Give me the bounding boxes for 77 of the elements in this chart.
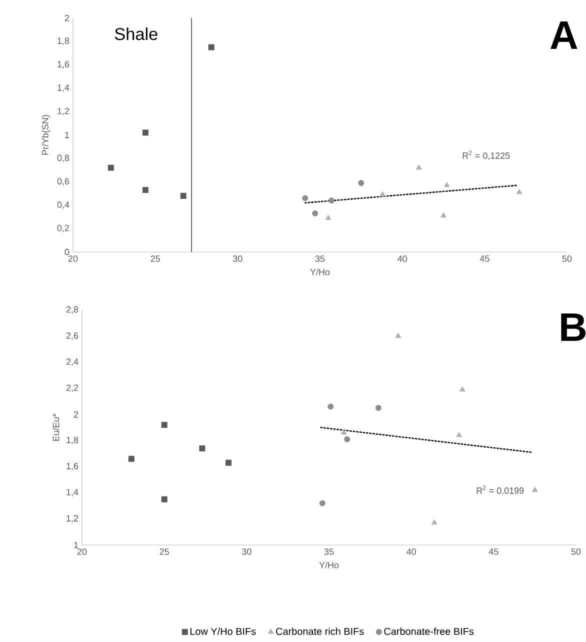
point bbox=[208, 44, 214, 50]
x-tick-label: 20 bbox=[77, 548, 87, 555]
y-tick-label: 1,2 bbox=[66, 515, 78, 523]
y-tick-label: 1,6 bbox=[66, 462, 78, 470]
point bbox=[108, 164, 114, 171]
y-tick-label: 0,4 bbox=[57, 201, 70, 209]
y-axis-title: Pr/Yb(SN) bbox=[42, 115, 50, 155]
y-tick-label: 1,4 bbox=[58, 84, 70, 92]
x-tick-label: 50 bbox=[562, 256, 572, 262]
x-tick-label: 30 bbox=[242, 548, 252, 555]
y-tick-label: 2,8 bbox=[66, 306, 78, 314]
legend-label: Low Y/Ho BIFs bbox=[190, 628, 256, 635]
y-tick-label: 1,8 bbox=[66, 436, 78, 444]
x-tick-label: 50 bbox=[571, 548, 581, 555]
point bbox=[161, 422, 168, 428]
annotation: R$^{2}$ = 0,0199 bbox=[476, 486, 524, 495]
y-tick-label: 2,4 bbox=[66, 358, 78, 366]
x-tick-label: 45 bbox=[488, 548, 498, 555]
y-tick-label: 1 bbox=[74, 542, 78, 548]
x-tick-label: 30 bbox=[233, 256, 242, 262]
point bbox=[325, 214, 332, 220]
point bbox=[302, 195, 308, 202]
point bbox=[340, 429, 347, 435]
ref-line-label: Shale bbox=[114, 27, 158, 40]
x-tick-label: 40 bbox=[406, 548, 416, 555]
y-tick-label: 1,4 bbox=[66, 489, 78, 496]
y-tick-label: 2,6 bbox=[66, 332, 78, 340]
annotation: B bbox=[561, 314, 586, 341]
point bbox=[358, 180, 364, 186]
point bbox=[161, 496, 168, 502]
y-tick-label: 0 bbox=[64, 248, 70, 256]
x-tick-label: 45 bbox=[480, 256, 490, 262]
y-tick-label: 0,8 bbox=[57, 154, 70, 162]
y-tick-label: 1,6 bbox=[58, 61, 70, 68]
x-axis-title: Y/Ho bbox=[319, 562, 339, 568]
x-axis-title: Y/Ho bbox=[310, 268, 330, 276]
y-axis-title: Eu/Eu* bbox=[52, 414, 60, 441]
x-tick-label: 25 bbox=[160, 548, 169, 555]
legend-label: Carbonate rich BIFs bbox=[276, 628, 364, 635]
point bbox=[440, 212, 446, 218]
annotation: A bbox=[550, 22, 578, 49]
x-tick-label: 35 bbox=[324, 548, 334, 555]
y-tick-label: 1,8 bbox=[58, 38, 70, 46]
point bbox=[328, 404, 334, 410]
point bbox=[226, 460, 232, 466]
point bbox=[456, 432, 462, 438]
point bbox=[444, 182, 450, 188]
point bbox=[142, 130, 148, 136]
y-tick-label: 2 bbox=[64, 14, 70, 22]
y-tick-label: 0,2 bbox=[57, 224, 70, 232]
point bbox=[416, 164, 422, 170]
x-tick-label: 25 bbox=[150, 256, 160, 262]
point bbox=[128, 456, 134, 462]
point bbox=[328, 198, 335, 204]
y-tick-label: 1,2 bbox=[58, 108, 70, 116]
point bbox=[532, 486, 538, 492]
point bbox=[199, 445, 206, 452]
point bbox=[142, 186, 148, 193]
point bbox=[180, 192, 186, 199]
x-tick-label: 20 bbox=[68, 256, 78, 262]
point bbox=[431, 519, 438, 525]
point bbox=[344, 436, 350, 442]
y-tick-label: 2 bbox=[74, 411, 78, 418]
x-tick-label: 35 bbox=[315, 256, 325, 262]
legend-label: Carbonate-free BIFs bbox=[384, 628, 474, 635]
point bbox=[516, 188, 522, 194]
point bbox=[459, 386, 466, 392]
y-tick-label: 2,2 bbox=[66, 384, 78, 392]
x-tick-label: 40 bbox=[398, 256, 407, 262]
point bbox=[319, 500, 326, 506]
point bbox=[395, 332, 402, 338]
y-tick-label: 0,6 bbox=[57, 178, 70, 186]
point bbox=[375, 404, 382, 411]
annotation: R$^{2}$ = 0,1225 bbox=[462, 150, 510, 160]
point bbox=[380, 191, 386, 196]
point bbox=[312, 210, 318, 216]
y-tick-label: 1 bbox=[65, 132, 70, 138]
